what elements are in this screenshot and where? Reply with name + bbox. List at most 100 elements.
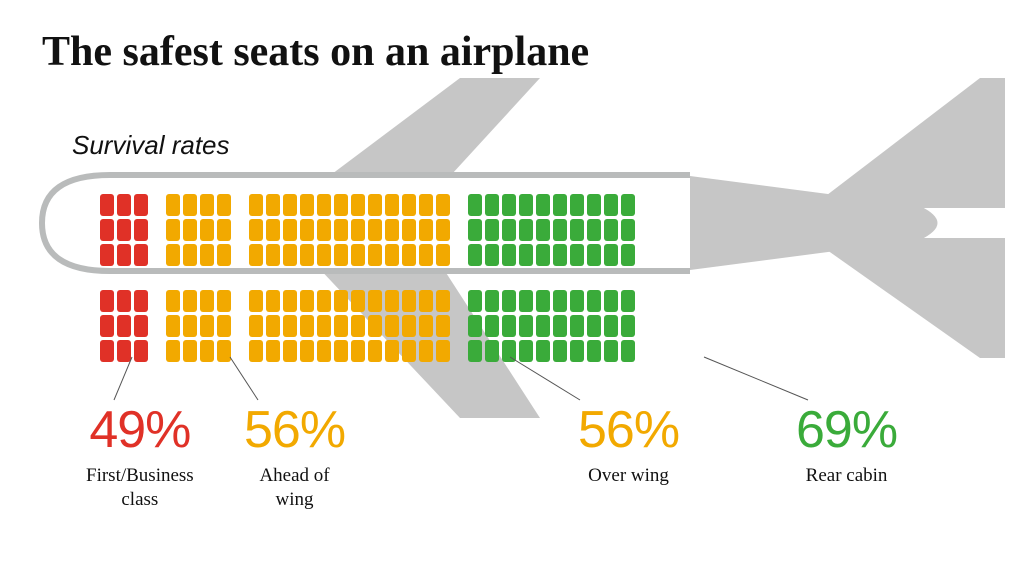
seat [570, 315, 584, 337]
seat [519, 219, 533, 241]
stat-label: First/Businessclass [86, 464, 194, 512]
seat [621, 244, 635, 266]
seat [117, 219, 131, 241]
seat [300, 290, 314, 312]
seat [502, 219, 516, 241]
stat-label: Over wing [588, 464, 669, 488]
seat [249, 290, 263, 312]
seat [368, 340, 382, 362]
seat [217, 290, 231, 312]
seat-row [468, 315, 635, 337]
seat [368, 244, 382, 266]
seat [117, 194, 131, 216]
seat [317, 194, 331, 216]
seat [402, 315, 416, 337]
seat [536, 194, 550, 216]
seat [300, 244, 314, 266]
seat [419, 194, 433, 216]
seat [402, 244, 416, 266]
seat [385, 219, 399, 241]
seat [587, 340, 601, 362]
seat [502, 194, 516, 216]
seat [217, 315, 231, 337]
stat-rear: 69%Rear cabin [796, 400, 897, 488]
section-first [100, 194, 148, 266]
seat [200, 290, 214, 312]
section-ahead [166, 194, 231, 266]
seat [317, 290, 331, 312]
seat [570, 219, 584, 241]
stat-value: 56% [578, 400, 679, 460]
seat [436, 219, 450, 241]
seat [587, 194, 601, 216]
seat [436, 244, 450, 266]
seat-row [166, 315, 231, 337]
seat [266, 290, 280, 312]
seat-row [100, 244, 148, 266]
seat [570, 340, 584, 362]
seat [283, 315, 297, 337]
seat [519, 290, 533, 312]
seat [570, 290, 584, 312]
seat [117, 290, 131, 312]
seat [553, 290, 567, 312]
seat [485, 219, 499, 241]
stat-value: 49% [89, 400, 190, 460]
tail-fin [810, 78, 1005, 208]
seat [368, 194, 382, 216]
seat [621, 194, 635, 216]
seat [249, 340, 263, 362]
seat [436, 290, 450, 312]
seat [351, 219, 365, 241]
seat-row [100, 340, 148, 362]
stat-first: 49%First/Businessclass [86, 400, 194, 512]
seat [502, 290, 516, 312]
seat [266, 219, 280, 241]
seat [519, 194, 533, 216]
seat [351, 194, 365, 216]
seat [553, 219, 567, 241]
seat [217, 340, 231, 362]
seat [217, 194, 231, 216]
seat [621, 219, 635, 241]
seat [266, 340, 280, 362]
tail-stabilizer [810, 238, 1005, 358]
seat [334, 244, 348, 266]
seat [117, 244, 131, 266]
seat [117, 315, 131, 337]
seat-row [100, 315, 148, 337]
seat [249, 194, 263, 216]
seat [519, 244, 533, 266]
seat [385, 194, 399, 216]
seat [402, 219, 416, 241]
stat-label: Ahead ofwing [259, 464, 329, 512]
seat [134, 244, 148, 266]
seat-row [100, 219, 148, 241]
seat [385, 244, 399, 266]
seat [385, 290, 399, 312]
page-title: The safest seats on an airplane [42, 28, 589, 76]
seat [249, 244, 263, 266]
seat [604, 194, 618, 216]
seat-row [166, 244, 231, 266]
seat-row [100, 290, 148, 312]
seat [217, 219, 231, 241]
seat-row [468, 244, 635, 266]
seat [419, 219, 433, 241]
seat-row [249, 340, 450, 362]
section-first [100, 290, 148, 362]
seat [351, 244, 365, 266]
seat [436, 194, 450, 216]
seat-side-top [100, 194, 635, 266]
seat [200, 219, 214, 241]
section-wing [249, 290, 450, 362]
seat [183, 340, 197, 362]
seat-row [468, 194, 635, 216]
seat-row [249, 194, 450, 216]
seat [385, 340, 399, 362]
seat [249, 315, 263, 337]
seat [587, 244, 601, 266]
seat [368, 290, 382, 312]
seat-row [166, 340, 231, 362]
seat-row [166, 194, 231, 216]
